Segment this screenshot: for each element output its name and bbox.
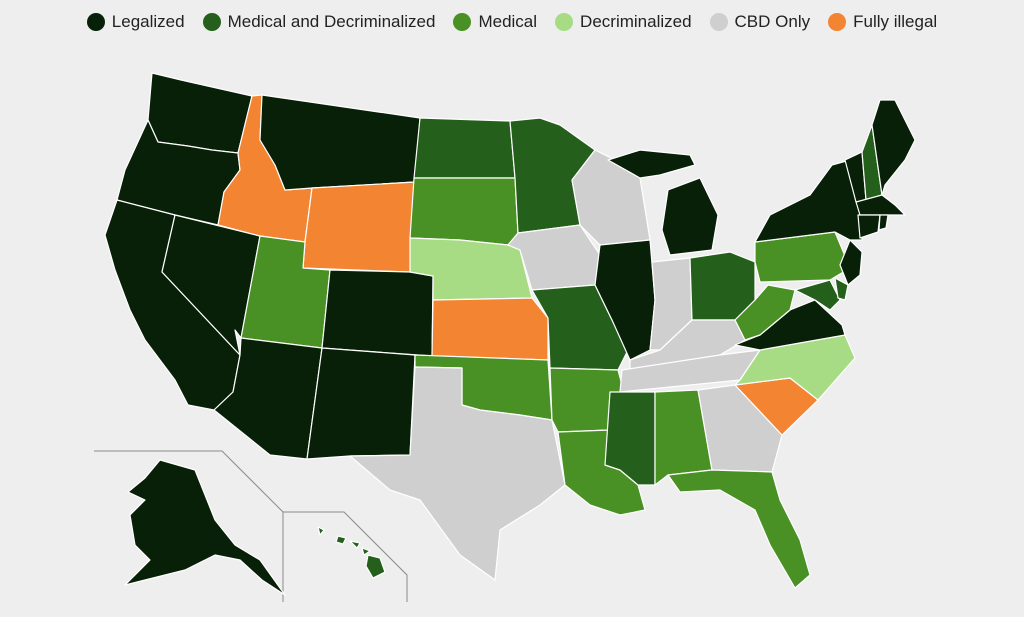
state-illinois[interactable]	[594, 239, 656, 361]
state-north-dakota[interactable]	[413, 117, 516, 179]
legend-dot-medical-and-decriminalized	[202, 13, 221, 31]
state-alaska[interactable]	[124, 459, 286, 596]
hawaii-inset-border	[283, 511, 408, 602]
legend-label: Medical and Decriminalized	[227, 12, 436, 31]
state-delaware[interactable]	[834, 277, 849, 301]
legend-dot-fully-illegal	[828, 13, 847, 31]
legend-item-medical-and-decriminalized: Medical and Decriminalized	[202, 12, 436, 32]
state-rhode-island[interactable]	[878, 214, 889, 231]
state-kansas[interactable]	[431, 297, 549, 361]
legend-label: Medical	[478, 12, 538, 31]
legend-label: Decriminalized	[580, 12, 692, 31]
state-florida[interactable]	[667, 469, 811, 589]
state-connecticut[interactable]	[857, 214, 881, 239]
state-west-virginia[interactable]	[734, 284, 796, 341]
state-hawaii[interactable]	[317, 526, 386, 579]
state-maine[interactable]	[871, 99, 916, 196]
state-montana[interactable]	[259, 94, 421, 191]
map-legend: Legalized Medical and Decriminalized Med…	[0, 12, 1024, 32]
state-michigan[interactable]	[607, 149, 719, 256]
legend-dot-cbd-only	[709, 13, 728, 31]
state-wisconsin[interactable]	[571, 149, 651, 246]
state-new-jersey[interactable]	[839, 239, 863, 286]
alaska-inset-border	[94, 450, 284, 602]
legend-item-legalized: Legalized	[86, 12, 185, 32]
state-georgia[interactable]	[697, 384, 783, 473]
legend-item-cbd-only: CBD Only	[709, 12, 811, 32]
legend-label: Fully illegal	[853, 12, 938, 31]
legend-dot-decriminalized	[555, 13, 574, 31]
state-washington[interactable]	[147, 72, 253, 154]
legend-dot-medical	[453, 13, 472, 31]
state-south-dakota[interactable]	[409, 177, 519, 246]
legend-label: CBD Only	[734, 12, 811, 31]
legend-item-medical: Medical	[453, 12, 537, 32]
legend-dot-legalized	[86, 13, 105, 31]
state-new-york[interactable]	[754, 159, 863, 243]
state-wyoming[interactable]	[302, 181, 416, 273]
state-maryland[interactable]	[794, 279, 841, 311]
state-texas[interactable]	[349, 366, 566, 581]
state-new-mexico[interactable]	[306, 347, 416, 460]
legend-label: Legalized	[111, 12, 185, 31]
legend-item-fully-illegal: Fully illegal	[828, 12, 937, 32]
state-colorado[interactable]	[321, 269, 434, 357]
legend-item-decriminalized: Decriminalized	[555, 12, 692, 32]
